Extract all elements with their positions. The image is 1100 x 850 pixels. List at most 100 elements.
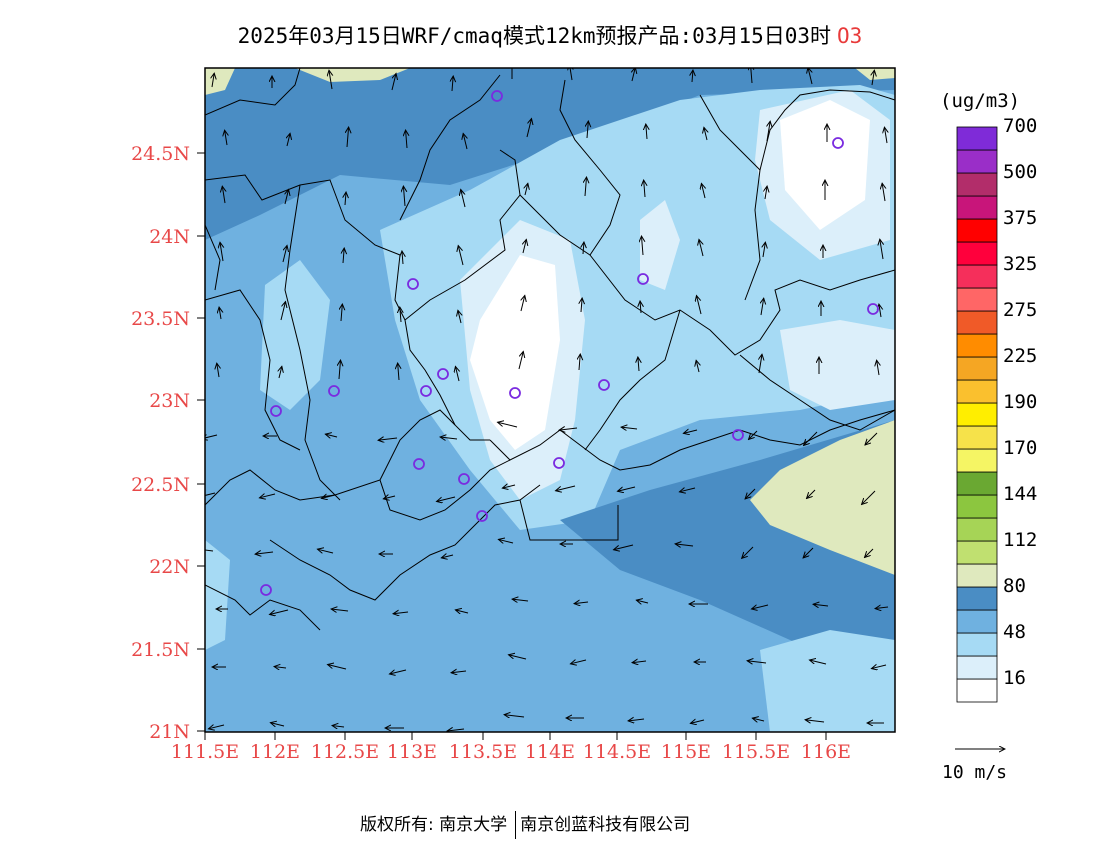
lon-tick-label: 113.5E (449, 741, 517, 763)
colorbar-label: 275 (1003, 299, 1038, 321)
colorbar-swatch (956, 540, 998, 565)
wind-arrow (259, 494, 276, 498)
wind-arrow (518, 352, 523, 370)
lat-tick-label: 23.5N (131, 308, 190, 330)
wind-arrow (569, 68, 572, 81)
wind-arrow (690, 720, 705, 723)
wind-arrow (205, 492, 216, 496)
lon-tick-label: 111.5E (171, 741, 239, 763)
station-marker[interactable] (732, 429, 744, 441)
wind-arrow (331, 609, 349, 611)
wind-arrow (585, 177, 587, 197)
wind-arrow (504, 715, 525, 717)
concentration-field (205, 68, 895, 732)
wind-arrow (675, 544, 694, 546)
station-marker[interactable] (420, 385, 432, 397)
station-marker[interactable] (637, 273, 649, 285)
wind-arrow (750, 68, 752, 84)
wind-arrow (523, 239, 526, 254)
wind-arrow (641, 236, 643, 256)
wind-arrow (498, 539, 514, 543)
wind-arrow (701, 183, 705, 199)
wind-arrow (280, 302, 286, 321)
wind-arrow (208, 725, 225, 729)
wind-arrow (745, 488, 756, 499)
wind-arrow (683, 430, 698, 433)
wind-arrow (328, 664, 347, 670)
wind-arrow (287, 133, 290, 147)
wind-arrow (458, 310, 461, 324)
wind-arrow (406, 130, 407, 149)
colorbar-swatch (956, 356, 998, 381)
wind-arrow (393, 612, 409, 614)
wind-arrow (751, 605, 769, 609)
station-marker[interactable] (270, 405, 282, 417)
wind-arrow (862, 490, 876, 504)
colorbar-label: 170 (1003, 437, 1038, 459)
lon-tick-label: 115.5E (722, 741, 790, 763)
station-marker[interactable] (260, 584, 272, 596)
wind-arrow (614, 544, 634, 550)
station-marker[interactable] (491, 90, 503, 102)
colorbar-swatch (956, 264, 998, 289)
wind-arrow (696, 296, 702, 315)
wind-arrow (329, 70, 332, 90)
station-marker[interactable] (437, 368, 449, 380)
longitude-axis: 111.5E 112E 112.5E 113E 113.5E 114E 114.5E 115E… (171, 732, 851, 763)
wind-arrow (270, 609, 289, 615)
wind-arrow (808, 68, 812, 85)
colorbar-swatch (956, 172, 998, 197)
wind-arrow (871, 665, 887, 669)
wind-arrow (805, 720, 825, 722)
wind-arrow (704, 127, 707, 141)
wind-arrow (884, 127, 887, 144)
station-marker[interactable] (553, 457, 565, 469)
lon-tick-label: 113E (387, 741, 437, 763)
lon-tick-label: 114.5E (583, 741, 651, 763)
wind-arrow (498, 422, 518, 428)
wind-arrow (807, 489, 816, 498)
station-marker[interactable] (458, 473, 470, 485)
wind-arrow (759, 354, 762, 374)
colorbar-label: 190 (1003, 391, 1038, 413)
station-marker[interactable] (413, 458, 425, 470)
station-marker[interactable] (509, 387, 521, 399)
wind-arrow (383, 496, 396, 499)
colorbar-swatch (956, 517, 998, 542)
station-marker[interactable] (476, 510, 488, 522)
footer: 版权所有: 南京大学 南京创蓝科技有限公司 (360, 810, 690, 839)
wind-arrow (458, 246, 464, 266)
wind-arrow (742, 546, 754, 558)
colorbar-label: 700 (1003, 115, 1038, 137)
station-marker[interactable] (832, 137, 844, 149)
colorbar-swatch (956, 379, 998, 404)
wind-arrow (222, 186, 225, 204)
wind-arrow (502, 485, 516, 488)
copyright-text: 版权所有: 南京大学 (360, 815, 508, 835)
wind-arrow (447, 729, 465, 731)
wind-arrow (880, 239, 883, 260)
wind-arrow (696, 360, 699, 373)
wind-arrow (621, 427, 638, 429)
station-marker[interactable] (328, 385, 340, 397)
wind-arrow (317, 549, 334, 553)
wind-arrow (205, 435, 218, 439)
colorbar-swatch (956, 310, 998, 335)
lon-tick-label: 112E (250, 741, 300, 763)
lat-tick-label: 24N (149, 226, 190, 248)
station-marker[interactable] (867, 303, 879, 315)
colorbar-swatch (956, 494, 998, 519)
wind-arrow (440, 437, 458, 439)
wind-arrow (274, 667, 287, 668)
wind-arrow (526, 119, 532, 138)
wind-arrow (452, 76, 453, 92)
station-marker[interactable] (407, 278, 419, 290)
lat-tick-label: 22N (149, 556, 190, 578)
colorbar-swatch (956, 126, 998, 151)
company-text: 南京创蓝科技有限公司 (520, 815, 691, 835)
wind-arrow (347, 127, 349, 148)
wind-arrow (865, 432, 878, 445)
station-marker[interactable] (598, 379, 610, 391)
wind-arrow (559, 428, 578, 430)
